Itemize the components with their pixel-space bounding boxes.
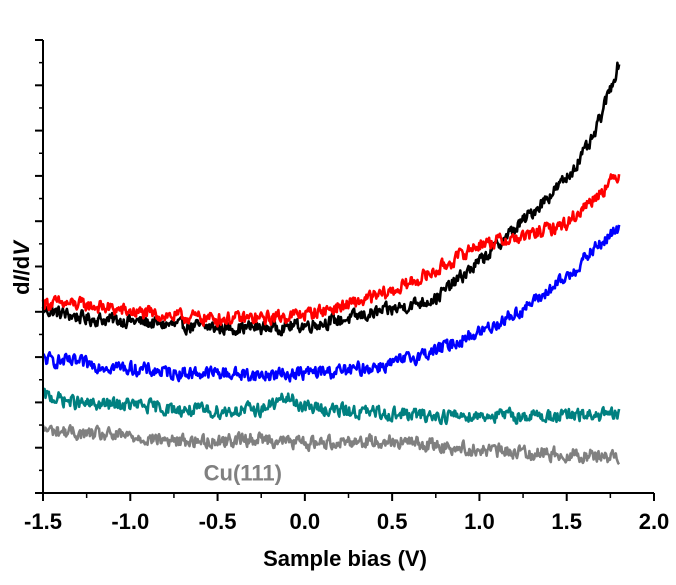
spectra-traces <box>41 61 621 466</box>
x-tick-label-0: -1.5 <box>24 509 62 534</box>
x-tick-label-2: -0.5 <box>199 509 237 534</box>
x-ticks: -1.5 -1.0 -0.5 0.0 0.5 1.0 1.5 2.0 <box>24 493 669 534</box>
x-tick-label-7: 2.0 <box>639 509 670 534</box>
y-axis-title: dI/dV <box>9 239 34 295</box>
series-line-1 <box>41 173 621 328</box>
x-axis-title: Sample bias (V) <box>263 546 427 571</box>
series-line-3 <box>41 387 621 426</box>
x-tick-label-5: 1.0 <box>464 509 495 534</box>
x-tick-label-3: 0.0 <box>290 509 321 534</box>
y-ticks <box>35 39 43 494</box>
series-line-0 <box>41 61 621 337</box>
x-tick-label-4: 0.5 <box>377 509 408 534</box>
axes: -1.5 -1.0 -0.5 0.0 0.5 1.0 1.5 2.0 <box>24 39 669 534</box>
series-line-2 <box>41 224 621 383</box>
series-line-4 <box>41 424 621 466</box>
axis-titles: Sample bias (V) dI/dV Cu(111) <box>9 239 427 571</box>
x-tick-label-1: -1.0 <box>111 509 149 534</box>
x-tick-label-6: 1.5 <box>551 509 582 534</box>
cu111-annotation: Cu(111) <box>204 461 282 486</box>
